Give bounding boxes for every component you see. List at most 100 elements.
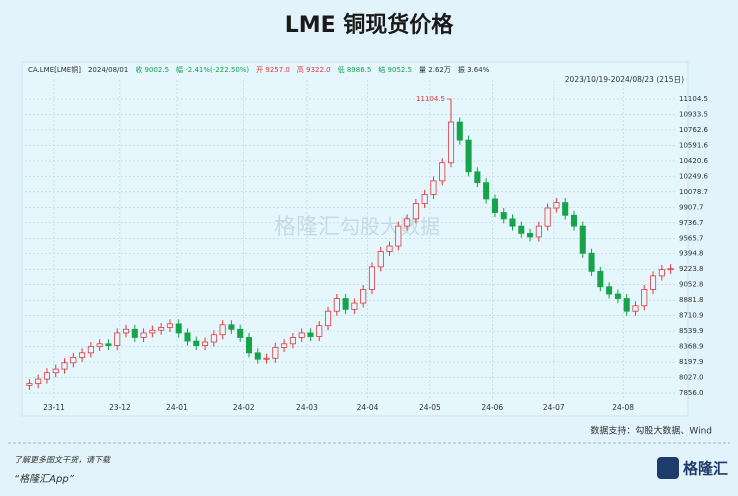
info-item: 量 2.62万 xyxy=(419,66,451,74)
info-item: CA.LME[LME铜] xyxy=(28,65,81,74)
y-tick-label: 9565.7 xyxy=(679,234,704,242)
info-item: 幅 -2.41%(-222.50%) xyxy=(176,65,249,74)
y-tick-label: 10591.6 xyxy=(679,141,708,149)
candle-body xyxy=(412,203,419,220)
candle-body xyxy=(122,328,130,334)
candle-body xyxy=(316,325,323,337)
candle-body xyxy=(404,218,411,227)
candle-body xyxy=(430,180,437,195)
candle-body xyxy=(667,268,674,271)
candle-body xyxy=(254,352,261,360)
y-tick-label: 8881.8 xyxy=(679,296,704,304)
candle-body xyxy=(202,341,209,346)
candle-body xyxy=(245,337,253,354)
candle-body xyxy=(483,182,490,200)
candle-body xyxy=(509,218,516,227)
y-tick-label: 7856.0 xyxy=(679,389,704,397)
y-tick-label: 9394.8 xyxy=(679,250,704,258)
x-tick-label: 24-06 xyxy=(481,403,503,412)
info-item: 2024/08/01 xyxy=(88,66,128,74)
candle-body xyxy=(237,328,244,338)
source: 数据支持：勾股大数据、Wind xyxy=(590,425,712,437)
candle-body xyxy=(105,343,112,346)
candle-body xyxy=(272,347,279,359)
y-tick-label: 9907.7 xyxy=(679,203,704,211)
candle-body xyxy=(342,298,349,310)
candle-body xyxy=(149,329,156,334)
x-tick-label: 24-07 xyxy=(543,403,565,412)
watermark: 格隆汇 xyxy=(274,215,340,240)
candle-body xyxy=(87,346,94,354)
candle-body xyxy=(351,302,358,310)
candle-body xyxy=(35,378,42,385)
y-tick-label: 9223.8 xyxy=(679,265,704,273)
candle-body xyxy=(579,225,586,254)
candle-body xyxy=(562,202,569,216)
candle-body xyxy=(632,305,639,312)
candle-body xyxy=(553,202,560,209)
footer-text: “格隆汇App” xyxy=(14,473,75,485)
candle-body xyxy=(26,383,33,386)
y-tick-label: 10762.6 xyxy=(679,126,708,134)
range-label: 2023/10/19-2024/08/23 (215日) xyxy=(565,75,684,84)
y-tick-label: 9736.7 xyxy=(679,219,704,227)
candle-body xyxy=(184,332,191,342)
info-item: 结 9052.5 xyxy=(378,65,412,74)
candle-body xyxy=(96,343,103,347)
candle-body xyxy=(377,251,384,268)
chart-panel xyxy=(21,61,689,417)
candle-body xyxy=(79,352,86,358)
x-tick-label: 24-01 xyxy=(166,403,188,412)
info-item: 高 9322.0 xyxy=(297,65,331,74)
candle-body xyxy=(535,225,542,238)
y-tick-label: 8197.9 xyxy=(679,358,704,366)
candle-body xyxy=(368,266,375,290)
x-tick-label: 24-08 xyxy=(612,403,634,412)
candle-body xyxy=(658,269,665,277)
candle-body xyxy=(465,139,472,173)
candle-body xyxy=(175,323,182,334)
info-bar: CA.LME[LME铜] 2024/08/01 收 9002.5 幅 -2.41%(-… xyxy=(28,65,490,74)
candle-body xyxy=(61,362,68,370)
candle-body xyxy=(614,293,621,299)
candle-body xyxy=(70,356,77,364)
info-item: 振 3.64% xyxy=(458,65,490,74)
candle-body xyxy=(52,368,59,374)
candle-body xyxy=(650,275,657,290)
x-tick-label: 24-04 xyxy=(357,403,379,412)
candle-body xyxy=(131,328,138,338)
y-tick-label: 8368.9 xyxy=(679,343,704,351)
info-item: 开 9257.0 xyxy=(256,66,290,74)
y-tick-label: 8539.9 xyxy=(679,327,704,335)
candle-body xyxy=(289,337,296,345)
candle-body xyxy=(491,198,498,213)
candle-body xyxy=(193,340,200,346)
y-tick-label: 8027.0 xyxy=(679,374,704,382)
y-tick-label: 10249.6 xyxy=(679,172,708,180)
candle-body xyxy=(597,270,604,288)
candle-body xyxy=(518,225,525,234)
candle-body xyxy=(158,327,165,331)
candle-body xyxy=(360,289,367,304)
candle-body xyxy=(263,357,270,360)
x-tick-label: 24-05 xyxy=(419,403,441,412)
candle-body xyxy=(456,121,463,141)
y-tick-label: 8710.9 xyxy=(679,312,704,320)
candle-body xyxy=(588,252,595,272)
candle-body xyxy=(606,286,613,295)
candle-body xyxy=(395,225,402,247)
logo-text: 格隆汇 xyxy=(683,460,728,478)
candle-body xyxy=(527,232,534,238)
x-tick-label: 24-03 xyxy=(296,403,318,412)
candle-body xyxy=(219,324,226,336)
candle-body xyxy=(298,332,305,338)
y-tick-label: 10933.5 xyxy=(679,110,708,118)
info-item: 收 9002.5 xyxy=(135,65,169,74)
candle-body xyxy=(325,310,332,327)
logo-icon xyxy=(657,457,679,479)
x-tick-label: 24-02 xyxy=(233,403,255,412)
x-tick-label: 23-12 xyxy=(109,403,131,412)
candle-body xyxy=(281,343,288,348)
candle-body xyxy=(166,323,173,328)
